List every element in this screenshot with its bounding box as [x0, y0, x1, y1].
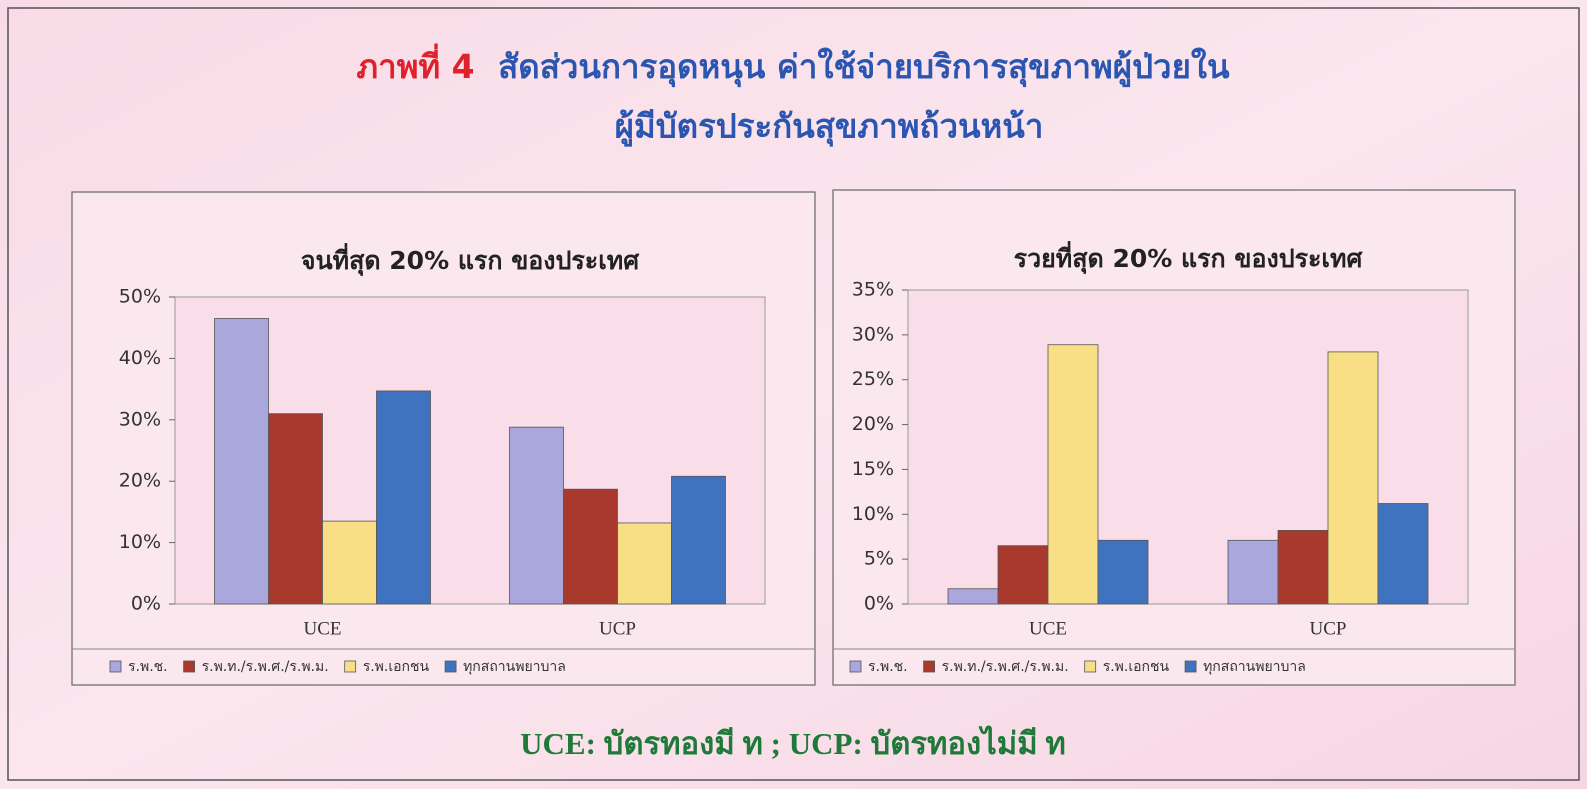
bar: [376, 390, 431, 605]
legend-label: ทุกสถานพยาบาล: [1203, 659, 1306, 675]
legend-swatch: [344, 660, 357, 673]
bar: [947, 588, 999, 605]
y-tick-label: 30%: [119, 408, 161, 430]
legend-swatch: [849, 660, 862, 673]
y-tick-label: 40%: [119, 347, 161, 369]
bar: [1227, 539, 1279, 605]
bar: [1327, 351, 1379, 605]
legend-swatch: [444, 660, 457, 673]
frame: [7, 7, 1580, 781]
x-tick-label: UCE: [1029, 618, 1067, 639]
bar: [268, 413, 323, 605]
bar: [322, 520, 377, 605]
y-tick-label: 20%: [119, 470, 161, 492]
y-tick-label: 10%: [119, 531, 161, 553]
page-title: ภาพที่ 4 สัดส่วนการอุดหนุน ค่าใช้จ่ายบริ…: [356, 43, 1230, 88]
bar: [1377, 503, 1429, 605]
bar: [214, 318, 269, 605]
x-tick-label: UCE: [304, 618, 342, 639]
title-prefix: ภาพที่ 4: [356, 43, 474, 86]
legend-label: ร.พ.ช.: [868, 659, 908, 675]
y-tick-label: 50%: [119, 286, 161, 308]
bar: [617, 522, 672, 605]
legend-label: ร.พ.ช.: [128, 659, 168, 675]
legend-swatch: [1084, 660, 1097, 673]
title-line1: สัดส่วนการอุดหนุน ค่าใช้จ่ายบริการสุขภาพ…: [498, 47, 1230, 88]
bar: [563, 488, 618, 605]
y-tick-label: 30%: [852, 323, 894, 345]
y-tick-label: 0%: [131, 593, 161, 615]
legend-swatch: [109, 660, 122, 673]
x-tick-label: UCP: [1310, 618, 1347, 639]
legend-swatch: [1184, 660, 1197, 673]
y-tick-label: 20%: [852, 413, 894, 435]
legend-swatch: [183, 660, 196, 673]
y-tick-label: 35%: [852, 279, 894, 301]
y-tick-label: 15%: [852, 458, 894, 480]
legend-label: ทุกสถานพยาบาล: [463, 659, 566, 675]
bar: [671, 475, 726, 605]
y-tick-label: 0%: [864, 593, 894, 615]
legend-label: ร.พ.เอกชน: [363, 659, 430, 675]
bar: [1277, 530, 1329, 605]
legend-label: ร.พ.ท./ร.พ.ศ./ร.พ.ม.: [202, 659, 329, 675]
y-tick-label: 10%: [852, 503, 894, 525]
legend-label: ร.พ.เอกชน: [1103, 659, 1170, 675]
title-line2: ผู้มีบัตรประกันสุขภาพถ้วนหน้า: [615, 107, 1044, 148]
bar: [509, 426, 564, 605]
legend-swatch: [923, 660, 936, 673]
chart-title: รวยที่สุด 20% แรก ของประเทศ: [1014, 241, 1364, 275]
footnote: UCE: บัตรทองมี ท ; UCP: บัตรทองไม่มี ท: [520, 725, 1066, 761]
bar: [1047, 344, 1099, 605]
y-tick-label: 5%: [864, 548, 894, 570]
legend-label: ร.พ.ท./ร.พ.ศ./ร.พ.ม.: [942, 659, 1069, 675]
x-tick-label: UCP: [599, 618, 636, 639]
bar: [1097, 539, 1149, 605]
chart-title: จนที่สุด 20% แรก ของประเทศ: [301, 243, 640, 277]
bar: [997, 545, 1049, 605]
y-tick-label: 25%: [852, 368, 894, 390]
